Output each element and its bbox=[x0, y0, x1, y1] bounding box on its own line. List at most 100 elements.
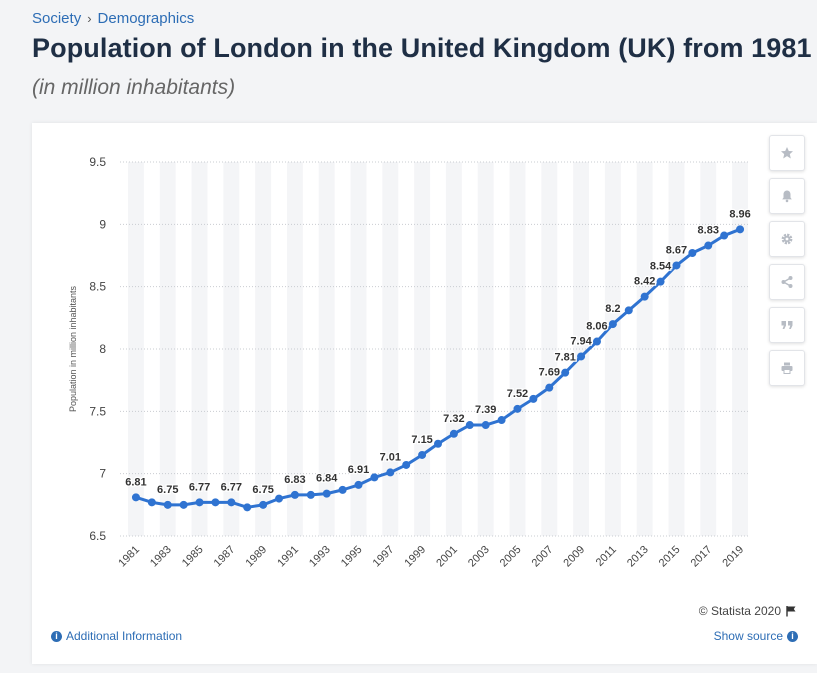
data-label: 7.32 bbox=[443, 413, 464, 425]
data-point[interactable] bbox=[147, 498, 156, 507]
data-label: 6.75 bbox=[157, 484, 178, 496]
data-point[interactable] bbox=[513, 404, 522, 413]
data-point[interactable] bbox=[163, 500, 172, 509]
data-point[interactable] bbox=[577, 352, 586, 361]
x-tick-label: 1991 bbox=[275, 544, 301, 570]
breadcrumb-link-demographics[interactable]: Demographics bbox=[97, 10, 195, 27]
x-tick-label: 2005 bbox=[498, 544, 524, 570]
print-icon bbox=[781, 362, 793, 374]
print-button[interactable] bbox=[769, 350, 805, 386]
show-source-link[interactable]: Show source i bbox=[714, 629, 798, 643]
copyright: © Statista 2020 bbox=[699, 604, 797, 618]
breadcrumb-link-society[interactable]: Society bbox=[32, 10, 82, 27]
x-band bbox=[159, 162, 176, 536]
data-label: 6.83 bbox=[284, 474, 305, 486]
data-point[interactable] bbox=[338, 485, 347, 494]
x-tick-label: 1981 bbox=[116, 544, 142, 570]
line-chart: 6.5 7 7.5 8 8.5 9 9.5 Population in million inh… bbox=[68, 155, 752, 570]
data-point[interactable] bbox=[434, 439, 442, 448]
data-point[interactable] bbox=[529, 394, 538, 403]
data-point[interactable] bbox=[481, 421, 490, 430]
data-label: 7.52 bbox=[507, 388, 528, 400]
x-tick-label: 2015 bbox=[657, 544, 683, 570]
chart-toolbar bbox=[769, 135, 805, 386]
data-point[interactable] bbox=[131, 493, 140, 502]
x-band bbox=[573, 162, 590, 536]
data-point[interactable] bbox=[720, 231, 729, 240]
quote-icon bbox=[781, 321, 793, 329]
data-label: 7.81 bbox=[554, 352, 575, 364]
x-tick-label: 1997 bbox=[371, 544, 397, 570]
data-point[interactable] bbox=[243, 503, 252, 512]
data-point[interactable] bbox=[640, 292, 649, 301]
breadcrumb: Society › Demographics bbox=[32, 10, 194, 27]
x-tick-label: 2003 bbox=[466, 544, 492, 570]
data-point[interactable] bbox=[736, 225, 745, 234]
additional-information-link[interactable]: i Additional Information bbox=[51, 629, 182, 643]
data-label: 8.54 bbox=[650, 261, 672, 273]
y-tick-label: 8.5 bbox=[89, 280, 106, 294]
x-tick-label: 2001 bbox=[434, 544, 460, 570]
data-label: 7.39 bbox=[475, 404, 496, 416]
data-label: 7.94 bbox=[570, 335, 592, 347]
data-point[interactable] bbox=[449, 429, 458, 438]
x-tick-label: 2011 bbox=[594, 544, 619, 569]
data-point[interactable] bbox=[354, 480, 363, 489]
data-point[interactable] bbox=[465, 421, 474, 430]
cite-button[interactable] bbox=[769, 307, 805, 343]
settings-button[interactable] bbox=[769, 221, 805, 257]
x-tick-label: 2013 bbox=[625, 544, 651, 570]
favorite-button[interactable] bbox=[769, 135, 805, 171]
data-point[interactable] bbox=[608, 320, 617, 329]
show-source-label: Show source bbox=[713, 629, 783, 643]
x-band bbox=[636, 162, 653, 536]
data-point[interactable] bbox=[656, 277, 665, 286]
notification-button[interactable] bbox=[769, 178, 805, 214]
data-point[interactable] bbox=[402, 460, 411, 469]
x-tick-label: 2017 bbox=[689, 544, 715, 570]
data-label: 8.2 bbox=[605, 303, 620, 315]
flag-icon[interactable] bbox=[785, 605, 797, 617]
y-tick-label: 7.5 bbox=[89, 404, 106, 418]
x-band bbox=[414, 162, 431, 536]
data-label: 6.77 bbox=[221, 481, 242, 493]
data-point[interactable] bbox=[561, 368, 570, 377]
data-point[interactable] bbox=[386, 468, 395, 477]
x-tick-label: 2019 bbox=[720, 544, 746, 570]
data-point[interactable] bbox=[624, 306, 633, 315]
info-icon: i bbox=[787, 630, 798, 642]
info-icon: i bbox=[51, 630, 62, 642]
x-band bbox=[350, 162, 367, 536]
data-label: 7.01 bbox=[380, 451, 401, 463]
data-label: 8.96 bbox=[729, 208, 750, 220]
data-point[interactable] bbox=[370, 473, 379, 482]
y-tick-label: 9.5 bbox=[89, 155, 106, 169]
share-button[interactable] bbox=[769, 264, 805, 300]
data-point[interactable] bbox=[418, 450, 427, 459]
data-point[interactable] bbox=[592, 337, 601, 346]
data-point[interactable] bbox=[275, 494, 284, 503]
data-point[interactable] bbox=[545, 383, 554, 392]
data-label: 8.42 bbox=[634, 276, 655, 288]
data-point[interactable] bbox=[306, 490, 315, 499]
x-band bbox=[318, 162, 335, 536]
y-tick-label: 9 bbox=[99, 217, 106, 231]
data-point[interactable] bbox=[497, 416, 506, 425]
bell-icon bbox=[782, 190, 792, 203]
data-point[interactable] bbox=[195, 498, 204, 507]
data-point[interactable] bbox=[688, 249, 697, 258]
y-tick-label: 7 bbox=[99, 467, 106, 481]
data-point[interactable] bbox=[211, 498, 220, 507]
x-band bbox=[255, 162, 272, 536]
data-point[interactable] bbox=[672, 261, 681, 270]
data-point[interactable] bbox=[704, 241, 713, 250]
x-band bbox=[477, 162, 494, 536]
breadcrumb-separator: › bbox=[87, 11, 92, 26]
data-point[interactable] bbox=[259, 500, 268, 509]
data-point[interactable] bbox=[290, 490, 299, 499]
data-point[interactable] bbox=[227, 498, 236, 507]
data-point[interactable] bbox=[322, 489, 331, 498]
x-tick-label: 1985 bbox=[180, 544, 206, 570]
x-band bbox=[668, 162, 685, 536]
data-point[interactable] bbox=[179, 500, 188, 509]
